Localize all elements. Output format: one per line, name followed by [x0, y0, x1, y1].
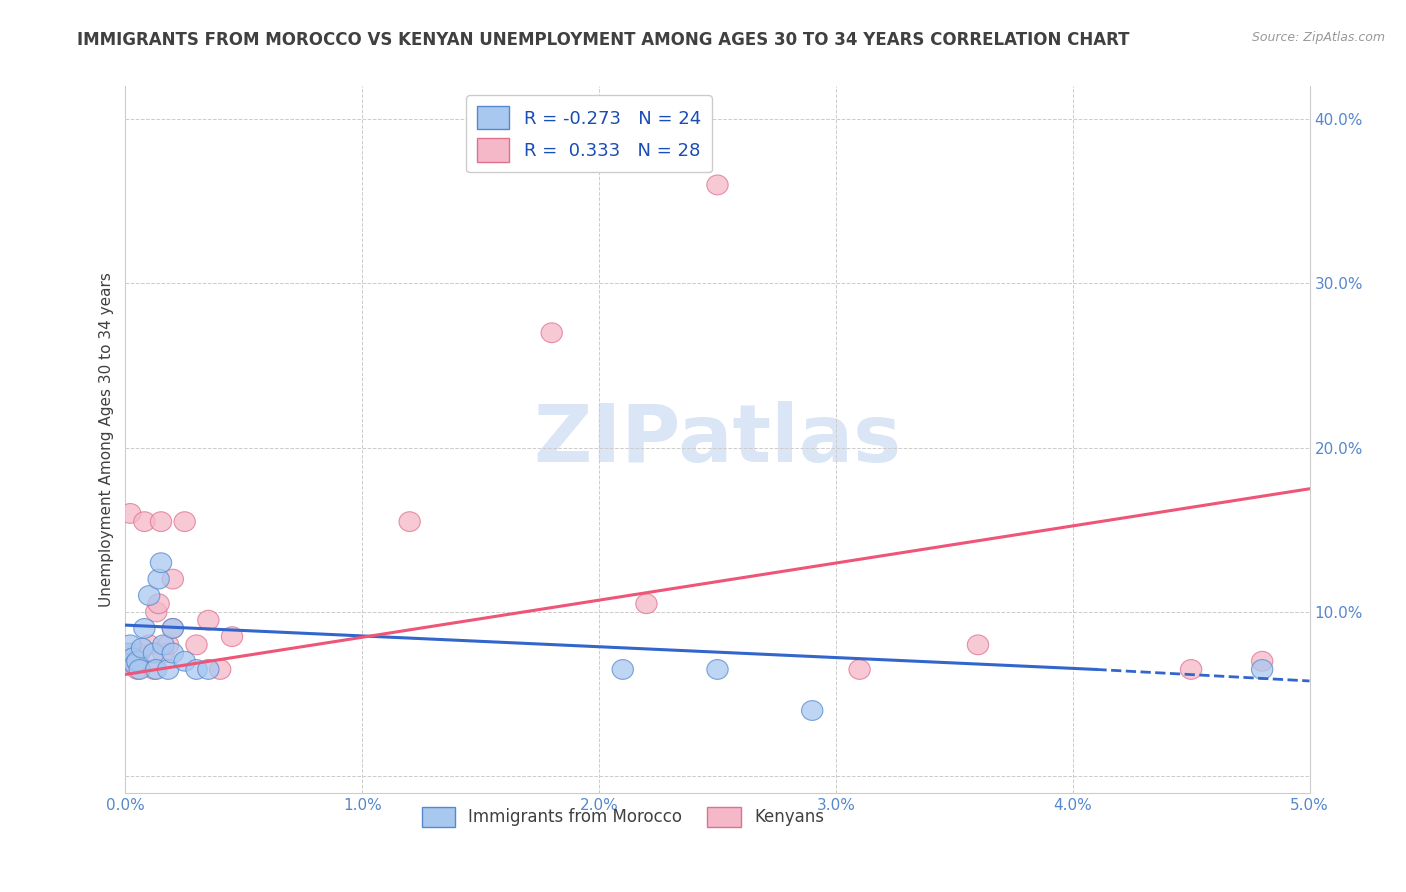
Ellipse shape [117, 643, 139, 663]
Ellipse shape [174, 651, 195, 671]
Ellipse shape [967, 635, 988, 655]
Y-axis label: Unemployment Among Ages 30 to 34 years: Unemployment Among Ages 30 to 34 years [100, 272, 114, 607]
Ellipse shape [131, 638, 153, 658]
Ellipse shape [143, 643, 165, 663]
Ellipse shape [707, 175, 728, 194]
Ellipse shape [162, 569, 184, 589]
Ellipse shape [157, 635, 179, 655]
Ellipse shape [153, 635, 174, 655]
Ellipse shape [174, 512, 195, 532]
Ellipse shape [221, 627, 243, 647]
Ellipse shape [186, 635, 207, 655]
Ellipse shape [129, 659, 150, 680]
Ellipse shape [134, 512, 155, 532]
Ellipse shape [146, 602, 167, 622]
Ellipse shape [541, 323, 562, 343]
Ellipse shape [1251, 651, 1272, 671]
Text: Source: ZipAtlas.com: Source: ZipAtlas.com [1251, 31, 1385, 45]
Ellipse shape [148, 594, 169, 614]
Ellipse shape [127, 651, 148, 671]
Ellipse shape [122, 643, 143, 663]
Ellipse shape [127, 659, 148, 680]
Ellipse shape [120, 635, 141, 655]
Ellipse shape [186, 659, 207, 680]
Ellipse shape [707, 659, 728, 680]
Ellipse shape [139, 635, 160, 655]
Ellipse shape [1181, 659, 1202, 680]
Ellipse shape [148, 569, 169, 589]
Ellipse shape [139, 586, 160, 606]
Ellipse shape [162, 643, 184, 663]
Ellipse shape [162, 618, 184, 639]
Ellipse shape [1251, 659, 1272, 680]
Ellipse shape [198, 610, 219, 630]
Ellipse shape [157, 659, 179, 680]
Ellipse shape [209, 659, 231, 680]
Ellipse shape [612, 659, 634, 680]
Ellipse shape [146, 659, 167, 680]
Text: IMMIGRANTS FROM MOROCCO VS KENYAN UNEMPLOYMENT AMONG AGES 30 TO 34 YEARS CORRELA: IMMIGRANTS FROM MOROCCO VS KENYAN UNEMPL… [77, 31, 1130, 49]
Ellipse shape [162, 618, 184, 639]
Ellipse shape [801, 700, 823, 721]
Text: ZIPatlas: ZIPatlas [533, 401, 901, 478]
Legend: Immigrants from Morocco, Kenyans: Immigrants from Morocco, Kenyans [415, 800, 831, 834]
Ellipse shape [153, 643, 174, 663]
Ellipse shape [849, 659, 870, 680]
Ellipse shape [150, 512, 172, 532]
Ellipse shape [399, 512, 420, 532]
Ellipse shape [117, 651, 139, 671]
Ellipse shape [198, 659, 219, 680]
Ellipse shape [129, 643, 150, 663]
Ellipse shape [143, 659, 165, 680]
Ellipse shape [122, 648, 143, 668]
Ellipse shape [124, 655, 146, 674]
Ellipse shape [134, 618, 155, 639]
Ellipse shape [636, 594, 657, 614]
Ellipse shape [120, 503, 141, 524]
Ellipse shape [150, 553, 172, 573]
